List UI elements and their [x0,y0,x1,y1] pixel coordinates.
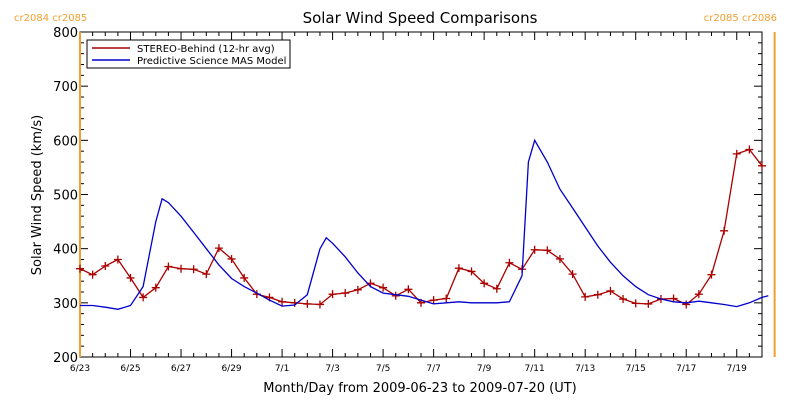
legend-box [86,39,291,69]
data-point [568,270,577,279]
data-point [694,290,703,299]
x-tick-label: 7/9 [477,364,492,374]
data-point [404,285,413,294]
y-tick-label: 400 [53,243,78,258]
data-point [644,299,653,308]
data-point [88,270,97,279]
data-point [492,284,501,293]
data-point [745,145,754,154]
x-tick-label: 7/19 [727,364,747,374]
data-point [619,295,628,304]
data-point [278,297,287,306]
data-point [593,290,602,299]
carrington-marker-label: cr2085 cr2086 [704,13,777,24]
data-point [581,292,590,301]
data-point [240,273,249,282]
data-point [720,226,729,235]
series-layer [76,138,769,310]
data-point [202,270,211,279]
data-point [480,279,489,288]
tick-layer: 200 300 400 500 600 700 800 6/23 6/25 6/27 6/29 7/1… [53,26,763,374]
data-point [442,294,451,303]
legend-label: Predictive Science MAS Model [137,56,286,67]
x-tick-label: 6/29 [221,364,241,374]
data-point [315,300,324,309]
chart-title: Solar Wind Speed Comparisons [303,9,538,27]
y-tick-label: 600 [53,134,78,149]
y-tick-label: 300 [53,297,78,312]
data-point [429,296,438,305]
plot-frame [79,31,763,358]
y-tick-label: 500 [53,189,78,204]
data-point [113,255,122,264]
data-point [606,286,615,295]
data-point [341,289,350,298]
data-point [530,245,539,254]
y-tick-label: 800 [53,26,78,41]
data-point [303,299,312,308]
x-tick-label: 6/25 [120,364,140,374]
x-tick-label: 6/23 [70,364,90,374]
data-point [391,291,400,300]
data-point [758,161,766,170]
data-point [151,283,160,292]
data-point [379,283,388,292]
data-point [707,270,716,279]
x-tick-label: 7/7 [426,364,440,374]
data-point [164,262,173,271]
data-point [682,300,691,309]
x-tick-label: 7/13 [575,364,595,374]
series-line [79,148,763,306]
x-tick-label: 7/11 [525,364,545,374]
y-tick-label: 700 [53,80,78,95]
data-point [543,246,552,255]
series-line [80,138,769,310]
data-point [732,149,741,158]
data-point [227,254,236,263]
data-point [101,262,110,270]
data-point [189,265,198,274]
plot-frame-layer [79,31,763,358]
y-axis-label: Solar Wind Speed (km/s) [30,115,45,275]
series-2 [80,138,769,310]
x-axis-label: Month/Day from 2009-06-23 to 2009-07-20 … [263,381,576,396]
data-point [353,285,362,294]
data-point [126,273,135,282]
x-tick-label: 6/27 [171,364,191,374]
carrington-marker-layer: cr2084 cr2085 cr2085 cr2086 [14,13,777,357]
data-point [505,258,514,267]
legend: STEREO-Behind (12-hr avg)Predictive Scie… [86,39,291,69]
series-1 [76,145,766,309]
legend-label: STEREO-Behind (12-hr avg) [137,44,275,55]
data-point [328,290,337,299]
data-point [454,264,463,273]
data-point [214,244,223,253]
carrington-marker-label: cr2084 cr2085 [14,13,87,24]
data-point [76,264,84,273]
x-tick-label: 7/5 [376,364,390,374]
data-point [467,267,476,276]
data-point [631,299,640,308]
x-tick-label: 7/1 [275,364,289,374]
data-point [555,254,564,263]
x-tick-label: 7/3 [325,364,339,374]
x-tick-label: 7/15 [626,364,646,374]
data-point [139,293,148,302]
x-tick-label: 7/17 [676,364,696,374]
y-tick-label: 200 [53,351,78,366]
data-point [177,264,186,273]
